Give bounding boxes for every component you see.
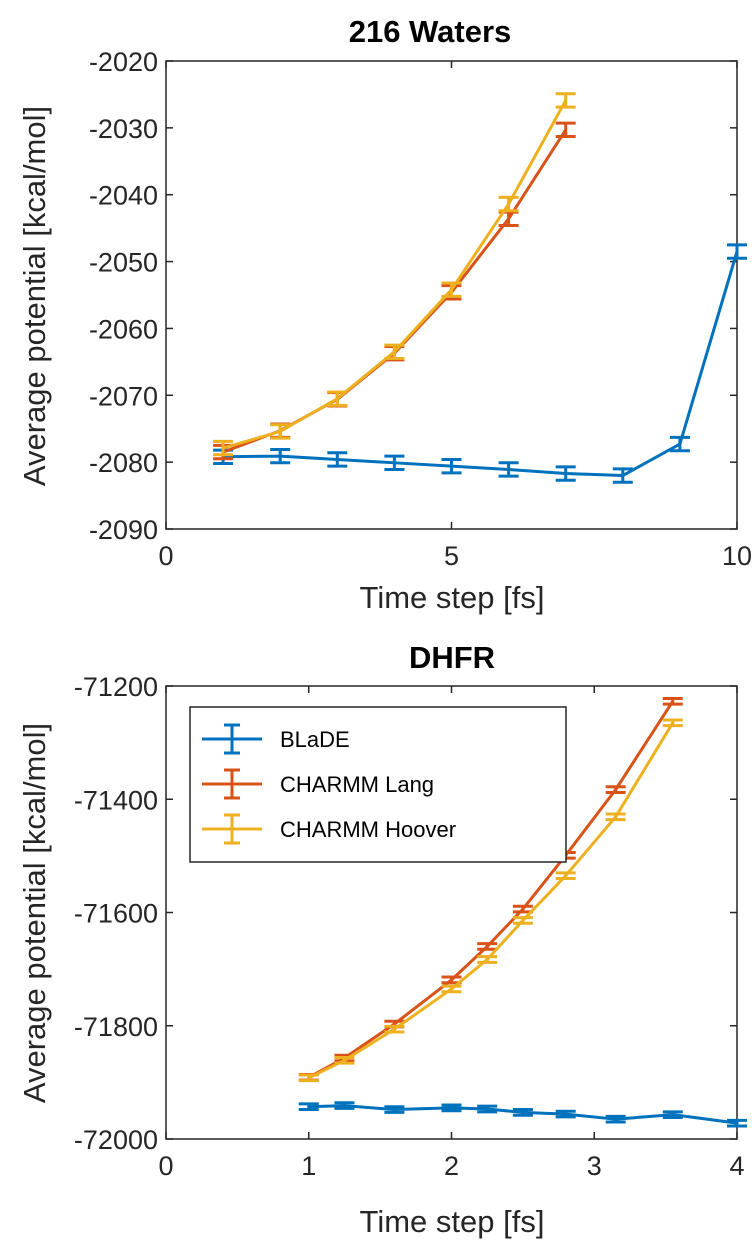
error-bar	[384, 1105, 405, 1114]
error-bar	[384, 454, 405, 471]
error-bar	[669, 435, 690, 453]
error-bar	[298, 1102, 319, 1112]
error-bar	[441, 457, 462, 475]
y-tick-label: -2020	[89, 47, 158, 77]
series-1	[213, 243, 747, 484]
error-bar	[662, 696, 683, 706]
legend-item: CHARMM Hoover	[202, 813, 456, 845]
series-1	[298, 1101, 747, 1128]
x-tick-label: 4	[729, 1151, 744, 1181]
error-bar	[477, 955, 498, 964]
chart-dhfr: DHFR Time step [fs] Average potential [k…	[17, 640, 747, 1239]
series-3	[298, 718, 683, 1083]
error-bar	[498, 461, 519, 478]
error-bar	[662, 1110, 683, 1119]
error-bar	[555, 121, 576, 139]
y-tick-label: -71800	[74, 1012, 158, 1042]
error-bar	[384, 343, 405, 361]
error-bar	[555, 871, 576, 881]
series-line	[222, 129, 567, 454]
error-bar	[441, 281, 462, 298]
y-tick-label: -2030	[89, 114, 158, 144]
error-bar	[605, 1114, 626, 1124]
x-tick-label: 2	[444, 1151, 459, 1181]
y-axis-label: Average potential [kcal/mol]	[17, 106, 52, 486]
error-bar	[662, 718, 683, 728]
x-axis-label: Time step [fs]	[360, 580, 545, 615]
y-tick-label: -2090	[89, 515, 158, 545]
error-bar	[727, 243, 747, 260]
x-tick-label: 5	[444, 541, 459, 571]
y-tick-label: -71600	[74, 899, 158, 929]
error-bar	[441, 1103, 462, 1113]
error-bar	[477, 942, 498, 951]
legend-item: BLaDE	[202, 723, 350, 755]
error-bar	[334, 1101, 355, 1110]
x-tick-label: 3	[587, 1151, 602, 1181]
error-bar	[477, 1104, 498, 1114]
error-bar	[512, 1108, 533, 1117]
series-line	[223, 251, 739, 478]
y-tick-label: -72000	[74, 1125, 158, 1155]
series-line	[308, 1104, 738, 1125]
error-bar	[327, 451, 348, 468]
y-tick-label: -2060	[89, 314, 158, 344]
error-bar	[327, 390, 348, 407]
series-3	[213, 92, 576, 457]
series-line	[222, 99, 568, 450]
y-tick-label: -2070	[89, 381, 158, 411]
error-bar	[213, 439, 234, 457]
x-tick-label: 1	[301, 1151, 316, 1181]
error-bar	[298, 1073, 319, 1083]
error-bar	[498, 195, 519, 213]
error-bar	[441, 984, 462, 994]
error-bar	[512, 916, 533, 925]
y-tick-label: -71200	[74, 672, 158, 702]
x-tick-label: 0	[158, 541, 173, 571]
error-bar	[605, 785, 626, 794]
error-bar	[605, 812, 626, 822]
legend-item: CHARMM Lang	[202, 768, 434, 800]
error-bar	[270, 447, 291, 465]
legend-label: CHARMM Lang	[280, 772, 434, 797]
x-tick-label: 10	[722, 541, 752, 571]
error-bar	[334, 1055, 355, 1065]
legend-label: BLaDE	[280, 727, 350, 752]
series-2	[213, 121, 576, 461]
chart-title: 216 Waters	[349, 14, 512, 49]
chart-216-waters: 216 Waters Time step [fs] Average potent…	[17, 14, 752, 615]
error-bar	[384, 1024, 405, 1034]
error-bar	[555, 465, 576, 482]
y-tick-label: -71400	[74, 785, 158, 815]
x-tick-label: 0	[158, 1151, 173, 1181]
chart-title: DHFR	[409, 640, 495, 675]
x-axis-label: Time step [fs]	[360, 1204, 545, 1239]
legend-label: CHARMM Hoover	[280, 817, 456, 842]
error-bar	[555, 1109, 576, 1119]
y-axis-label: Average potential [kcal/mol]	[17, 723, 52, 1103]
error-bar	[555, 92, 576, 109]
y-tick-label: -2040	[89, 181, 158, 211]
error-bar	[270, 423, 291, 440]
legend: BLaDE CHARMM Lang CHARMM Hoover	[189, 706, 567, 863]
y-tick-label: -2050	[89, 248, 158, 278]
error-bar	[727, 1118, 747, 1128]
error-bar	[612, 467, 633, 484]
y-tick-label: -2080	[89, 448, 158, 478]
